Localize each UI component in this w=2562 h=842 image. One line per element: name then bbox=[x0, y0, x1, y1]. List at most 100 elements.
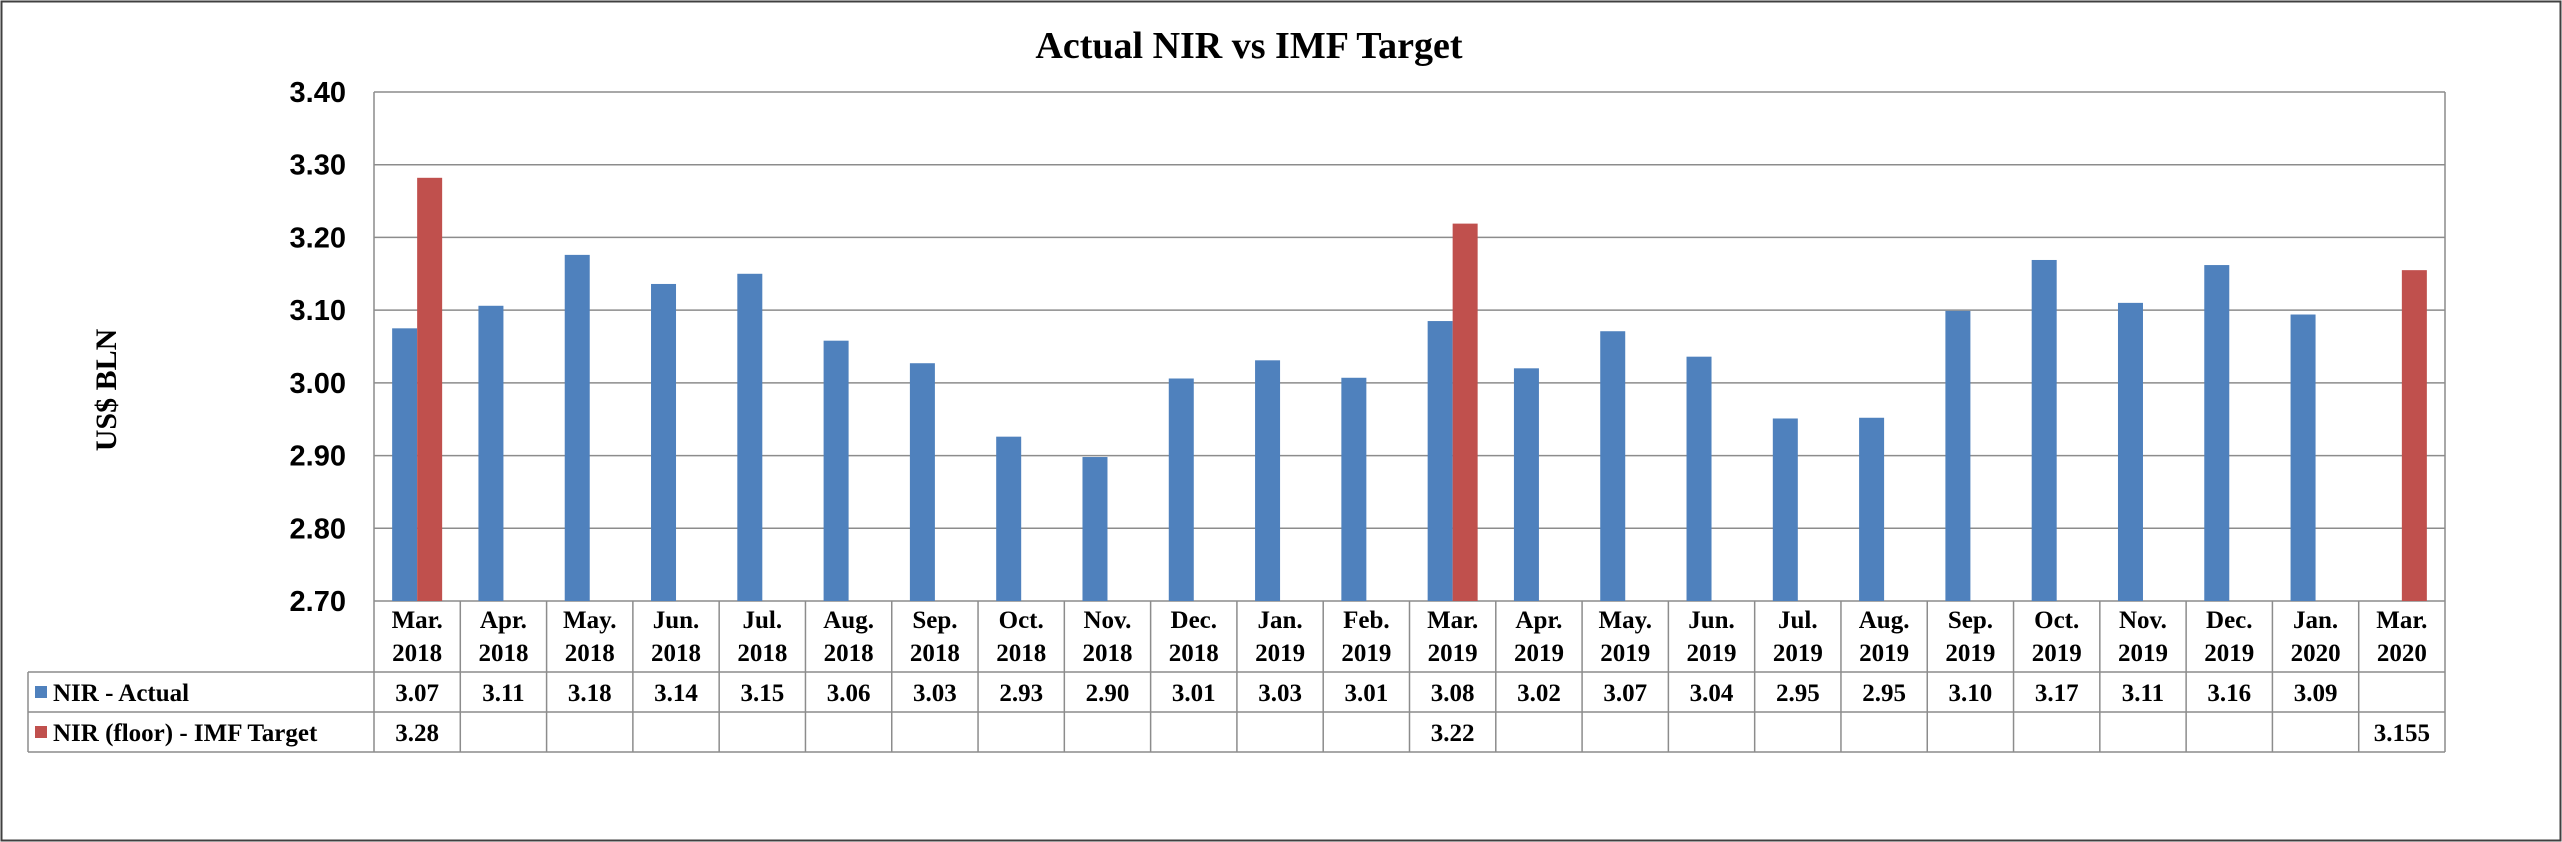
data-label-nir-actual: 3.10 bbox=[1949, 680, 1993, 707]
category-year-label: 2018 bbox=[737, 640, 787, 667]
bar-nir-actual bbox=[478, 305, 504, 601]
data-label-nir-actual: 3.07 bbox=[1603, 680, 1647, 707]
bar-nir-actual bbox=[2204, 265, 2230, 601]
bar-nir-actual bbox=[1255, 360, 1281, 601]
data-label-nir-actual: 2.95 bbox=[1776, 680, 1820, 707]
category-month-label: Aug. bbox=[823, 607, 874, 634]
bar-nir-actual bbox=[737, 273, 763, 601]
data-label-nir-actual: 2.90 bbox=[1086, 680, 1130, 707]
category-month-label: May. bbox=[563, 607, 616, 634]
category-month-label: Jun. bbox=[653, 607, 700, 634]
category-year-label: 2019 bbox=[2204, 640, 2254, 667]
category-month-label: Jul. bbox=[1778, 607, 1818, 634]
category-year-label: 2019 bbox=[1687, 640, 1737, 667]
category-month-label: Jul. bbox=[743, 607, 783, 634]
data-label-nir-actual: 3.11 bbox=[2122, 680, 2164, 707]
data-label-nir-actual: 3.07 bbox=[395, 680, 439, 707]
bar-nir-actual bbox=[1341, 377, 1367, 601]
category-year-label: 2019 bbox=[1255, 640, 1305, 667]
bar-nir-actual bbox=[1686, 356, 1712, 601]
category-month-label: Mar. bbox=[392, 607, 443, 634]
y-tick-label: 2.80 bbox=[290, 513, 346, 545]
category-month-label: Oct. bbox=[999, 607, 1044, 634]
legend-swatch-imf-target bbox=[35, 726, 47, 738]
category-month-label: Sep. bbox=[1948, 607, 1993, 634]
bars bbox=[392, 177, 2427, 601]
category-year-label: 2020 bbox=[2377, 640, 2427, 667]
y-axis-label: US$ BLN bbox=[90, 328, 123, 451]
bar-nir-actual bbox=[392, 328, 418, 601]
legend-label-imf-target: NIR (floor) - IMF Target bbox=[53, 720, 318, 747]
data-label-nir-actual: 3.18 bbox=[568, 680, 612, 707]
category-year-label: 2018 bbox=[1082, 640, 1132, 667]
y-tick-label: 3.00 bbox=[290, 368, 346, 400]
data-label-nir-actual: 3.17 bbox=[2035, 680, 2079, 707]
data-label-nir-actual: 2.93 bbox=[999, 680, 1043, 707]
data-label-nir-actual: 3.15 bbox=[740, 680, 784, 707]
bar-nir-actual bbox=[823, 340, 849, 601]
data-label-nir-actual: 3.14 bbox=[654, 680, 698, 707]
y-tick-label: 3.40 bbox=[290, 77, 346, 109]
category-year-label: 2018 bbox=[824, 640, 874, 667]
bar-nir-actual bbox=[1859, 417, 1885, 601]
data-label-nir-actual: 3.08 bbox=[1431, 680, 1475, 707]
category-year-label: 2019 bbox=[1514, 640, 1564, 667]
category-month-label: Apr. bbox=[1515, 607, 1562, 634]
bar-nir-actual bbox=[1772, 418, 1798, 601]
category-year-label: 2018 bbox=[478, 640, 528, 667]
category-month-label: Oct. bbox=[2034, 607, 2079, 634]
category-month-label: Nov. bbox=[2119, 607, 2167, 634]
y-axis-ticks: 3.40 3.30 3.20 3.10 3.00 2.90 2.80 2.70 bbox=[290, 77, 346, 618]
category-month-label: Aug. bbox=[1859, 607, 1910, 634]
bar-imf-target bbox=[1452, 223, 1478, 601]
data-label-nir-actual: 2.95 bbox=[1862, 680, 1906, 707]
bar-nir-actual bbox=[996, 436, 1022, 601]
category-year-label: 2018 bbox=[1169, 640, 1219, 667]
category-month-label: Dec. bbox=[1171, 607, 1218, 634]
legend-swatch-nir-actual bbox=[35, 686, 47, 698]
data-label-nir-actual: 3.01 bbox=[1172, 680, 1216, 707]
category-month-label: Jan. bbox=[2293, 607, 2338, 634]
bar-nir-actual bbox=[651, 283, 677, 601]
data-table: Mar. 2018 Apr. 2018 May. 2018 Jun. 2018 Jul. 2018… bbox=[27, 601, 2446, 753]
y-tick-label: 2.90 bbox=[290, 441, 346, 473]
data-label-nir-actual: 3.03 bbox=[1258, 680, 1302, 707]
bar-nir-actual bbox=[1168, 378, 1194, 601]
category-year-label: 2019 bbox=[1859, 640, 1909, 667]
bar-nir-actual bbox=[2290, 314, 2316, 601]
legend-label-nir-actual: NIR - Actual bbox=[53, 680, 189, 707]
data-label-nir-actual: 3.04 bbox=[1690, 680, 1734, 707]
category-year-label: 2018 bbox=[910, 640, 960, 667]
bar-imf-target bbox=[2401, 270, 2427, 601]
category-month-label: Jan. bbox=[1257, 607, 1302, 634]
category-year-label: 2019 bbox=[1341, 640, 1391, 667]
category-month-label: Dec. bbox=[2206, 607, 2253, 634]
category-year-label: 2018 bbox=[651, 640, 701, 667]
category-month-label: Sep. bbox=[912, 607, 957, 634]
y-tick-label: 3.20 bbox=[290, 222, 346, 254]
bar-nir-actual bbox=[1513, 368, 1539, 601]
data-label-nir-actual: 3.06 bbox=[827, 680, 871, 707]
category-month-label: Mar. bbox=[1427, 607, 1478, 634]
bar-nir-actual bbox=[909, 363, 935, 601]
bar-nir-actual bbox=[1082, 457, 1108, 601]
bar-nir-actual bbox=[1427, 321, 1453, 601]
bar-nir-actual bbox=[1945, 310, 1971, 601]
category-year-label: 2019 bbox=[2032, 640, 2082, 667]
category-year-label: 2019 bbox=[1600, 640, 1650, 667]
data-label-nir-actual: 3.02 bbox=[1517, 680, 1561, 707]
data-label-imf-target: 3.28 bbox=[395, 720, 439, 747]
data-label-imf-target: 3.22 bbox=[1431, 720, 1475, 747]
bar-nir-actual bbox=[1600, 331, 1626, 601]
category-month-label: Feb. bbox=[1343, 607, 1390, 634]
category-year-label: 2019 bbox=[1428, 640, 1478, 667]
data-label-nir-actual: 3.16 bbox=[2207, 680, 2251, 707]
y-tick-label: 3.30 bbox=[290, 150, 346, 182]
category-month-label: May. bbox=[1598, 607, 1651, 634]
y-tick-label: 2.70 bbox=[290, 586, 346, 618]
category-year-label: 2019 bbox=[1773, 640, 1823, 667]
y-tick-label: 3.10 bbox=[290, 295, 346, 327]
